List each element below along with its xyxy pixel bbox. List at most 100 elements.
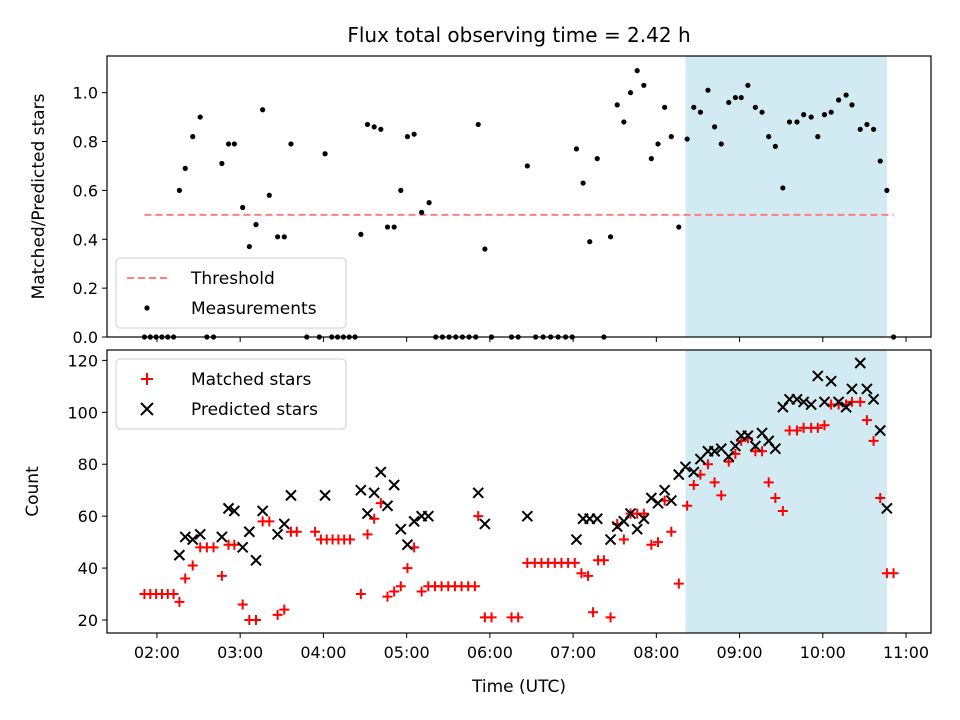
data-point bbox=[416, 586, 427, 597]
data-point bbox=[884, 187, 890, 193]
data-point bbox=[638, 513, 650, 525]
data-point bbox=[726, 99, 732, 106]
data-point bbox=[684, 136, 690, 142]
data-point bbox=[752, 104, 758, 110]
data-point bbox=[583, 570, 594, 581]
x-tick-label: 02:00 bbox=[134, 643, 180, 662]
data-point bbox=[524, 163, 530, 169]
data-point bbox=[621, 119, 627, 125]
data-point bbox=[868, 435, 879, 446]
legend-label: Measurements bbox=[191, 299, 317, 319]
data-point bbox=[815, 134, 821, 140]
data-point bbox=[688, 466, 700, 478]
x-axis-label: Time (UTC) bbox=[471, 677, 566, 697]
data-point bbox=[709, 477, 720, 488]
plot-frame bbox=[106, 349, 932, 634]
data-point bbox=[867, 393, 880, 406]
data-point bbox=[605, 612, 616, 623]
data-point bbox=[691, 104, 697, 110]
y-tick-label: 1.0 bbox=[73, 84, 98, 103]
data-point bbox=[384, 224, 391, 230]
data-point bbox=[275, 234, 281, 240]
data-point bbox=[591, 513, 603, 525]
data-point bbox=[874, 424, 886, 437]
data-point bbox=[794, 119, 800, 125]
data-point bbox=[849, 102, 855, 108]
data-point bbox=[679, 461, 692, 473]
y-tick-label: 60 bbox=[78, 507, 98, 526]
series-measurements bbox=[141, 68, 897, 340]
data-point bbox=[598, 555, 609, 566]
legend-label: Matched stars bbox=[191, 370, 311, 390]
legend-dot-swatch bbox=[144, 305, 150, 311]
data-point bbox=[786, 119, 793, 125]
data-point bbox=[875, 492, 886, 503]
data-point bbox=[611, 520, 623, 533]
data-point bbox=[355, 484, 367, 496]
data-point bbox=[378, 126, 384, 132]
data-point bbox=[666, 526, 677, 537]
data-point bbox=[780, 185, 786, 191]
data-point bbox=[855, 396, 866, 407]
data-point bbox=[587, 239, 593, 245]
data-point bbox=[634, 68, 640, 74]
legend-label: Threshold bbox=[190, 269, 275, 289]
data-point bbox=[361, 507, 374, 520]
x-tick-label: 07:00 bbox=[550, 643, 596, 662]
data-point bbox=[355, 589, 366, 600]
data-point bbox=[362, 529, 373, 540]
y-tick-label: 0.8 bbox=[73, 133, 98, 152]
data-point bbox=[697, 109, 704, 115]
x-tick-label: 04:00 bbox=[300, 643, 346, 662]
data-point bbox=[260, 107, 266, 113]
data-point bbox=[805, 398, 817, 411]
data-point bbox=[812, 370, 824, 382]
legend: Threshold Measurements bbox=[115, 257, 347, 329]
data-point bbox=[812, 422, 823, 433]
y-tick-label: 0.6 bbox=[73, 181, 98, 200]
data-point bbox=[486, 612, 497, 623]
data-point bbox=[391, 224, 397, 230]
y-tick-label: 40 bbox=[78, 559, 98, 578]
y-tick-label: 20 bbox=[78, 611, 98, 630]
y-tick-label: 0.4 bbox=[73, 230, 98, 249]
data-point bbox=[828, 109, 834, 115]
data-point bbox=[222, 502, 235, 515]
panel-2: 20 40 60 80 100 120 02:00 03:00 04:00 05:00 06:00 0… bbox=[23, 349, 932, 662]
data-point bbox=[742, 429, 754, 442]
data-point bbox=[772, 143, 778, 150]
y-tick-label: 120 bbox=[67, 351, 98, 370]
data-point bbox=[513, 612, 524, 623]
data-point bbox=[253, 222, 259, 228]
data-point bbox=[426, 200, 432, 206]
data-point bbox=[618, 534, 629, 545]
data-point bbox=[250, 615, 261, 626]
data-point bbox=[718, 141, 724, 147]
y-tick-label: 0.0 bbox=[73, 328, 98, 347]
plot-layer: 0.0 0.2 0.4 0.6 0.8 1.0 Matched/Predicted star… bbox=[23, 55, 932, 662]
data-point bbox=[655, 141, 661, 147]
data-point bbox=[759, 109, 765, 115]
data-point bbox=[840, 401, 852, 413]
data-point bbox=[857, 126, 863, 132]
data-point bbox=[877, 158, 883, 164]
data-point bbox=[216, 570, 227, 581]
legend-cross-swatch bbox=[140, 402, 154, 416]
data-point bbox=[797, 396, 810, 408]
data-point bbox=[236, 541, 249, 554]
data-point bbox=[285, 489, 297, 502]
data-point bbox=[652, 497, 664, 509]
y-tick-label: 0.2 bbox=[73, 279, 98, 298]
data-point bbox=[190, 134, 196, 140]
data-point bbox=[291, 526, 302, 537]
data-point bbox=[281, 234, 287, 240]
data-point bbox=[411, 131, 417, 137]
data-point bbox=[364, 121, 371, 128]
x-tick-label: 03:00 bbox=[217, 643, 263, 662]
data-point bbox=[237, 599, 248, 610]
data-point bbox=[389, 586, 400, 597]
data-point bbox=[408, 515, 420, 528]
data-point bbox=[272, 609, 283, 620]
data-point bbox=[402, 563, 413, 574]
